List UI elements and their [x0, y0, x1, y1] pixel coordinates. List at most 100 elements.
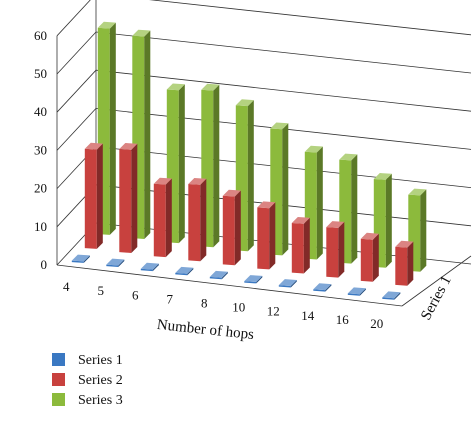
bar-top [395, 240, 414, 248]
bar-side [372, 233, 379, 282]
bar-top [257, 201, 276, 209]
bar-side [187, 267, 194, 276]
bar-side [131, 143, 138, 253]
bar-front [153, 183, 166, 258]
bar-side [96, 143, 103, 249]
bar-side [256, 275, 263, 284]
bar-front [119, 149, 132, 253]
bar-side [213, 84, 220, 248]
bar-top [97, 21, 116, 29]
bar [188, 178, 207, 262]
legend-label: Series 3 [78, 393, 123, 408]
bar-top [408, 188, 427, 196]
bar-front [347, 293, 360, 296]
legend-swatch [52, 353, 65, 366]
gridline-side [56, 31, 97, 75]
bar-front [291, 223, 304, 274]
bar-side [109, 22, 116, 235]
x-tick-label: 7 [167, 291, 174, 306]
bar-top [106, 258, 125, 266]
bar-top [71, 254, 90, 262]
x-tick-label: 20 [370, 316, 383, 331]
y-tick-label: 60 [34, 28, 47, 43]
bar [313, 283, 332, 292]
bar-side [316, 146, 323, 260]
x-tick-label: 16 [336, 312, 350, 327]
bar-side [118, 259, 125, 267]
bar-front [360, 238, 373, 282]
y-tick-label: 0 [41, 257, 48, 272]
x-tick-label: 8 [201, 295, 208, 310]
bar [84, 142, 103, 249]
bar [201, 83, 220, 248]
bar [153, 177, 172, 258]
bar-top [339, 153, 358, 161]
x-tick-label: 10 [232, 300, 245, 315]
bar-side [152, 263, 159, 272]
bar [257, 201, 276, 270]
bar-top [201, 83, 220, 91]
gridline [149, 0, 472, 36]
x-axis-line [56, 264, 403, 307]
bar-front [84, 148, 97, 249]
bar-side [269, 202, 276, 270]
bar-side [200, 178, 207, 262]
bar-front [71, 260, 84, 263]
y-tick-label: 30 [34, 142, 47, 157]
bar-front [175, 272, 188, 276]
y-tick-label: 10 [34, 219, 47, 234]
bar-top [360, 232, 379, 240]
bar-top [235, 99, 254, 107]
bar [222, 189, 241, 266]
bar-front [106, 264, 119, 267]
legend-swatch [52, 393, 65, 406]
gridline-side [56, 69, 97, 113]
bar-side [178, 84, 185, 244]
gridline-side [56, 0, 91, 37]
bar-side [165, 178, 172, 258]
bar-side [420, 189, 427, 272]
bar [175, 266, 194, 276]
bar-front [395, 246, 408, 286]
bar-side [407, 241, 414, 286]
legend-label: Series 1 [78, 353, 123, 368]
y-tick-label: 40 [34, 104, 47, 119]
bar-top [347, 287, 366, 295]
bar [71, 254, 90, 263]
bar-front [222, 195, 235, 266]
bar-front [326, 227, 339, 278]
bar [395, 240, 414, 286]
depth-axis-line [401, 255, 472, 307]
bar-side [290, 280, 297, 288]
bar-top [222, 189, 241, 197]
bar [347, 287, 366, 296]
bar-front [209, 276, 222, 280]
x-tick-label: 14 [301, 308, 315, 323]
bar-side [394, 292, 401, 300]
gridline [95, 69, 472, 112]
x-axis-title: Number of hops [156, 317, 255, 343]
legend-label: Series 2 [78, 373, 123, 388]
bar-side [359, 288, 366, 296]
bar [278, 279, 297, 288]
bar-top [313, 283, 332, 291]
bar-top [326, 221, 345, 228]
bar-top [278, 279, 297, 286]
bar-front [313, 289, 326, 292]
bar [140, 262, 159, 272]
bar-top [119, 143, 138, 150]
bar [106, 258, 125, 267]
bar-front [278, 285, 291, 288]
x-tick-label: 6 [132, 287, 139, 302]
bar-top [175, 266, 194, 274]
bar-top [244, 275, 263, 282]
bar [360, 232, 379, 282]
bar-front [140, 268, 153, 272]
bar-front [188, 184, 201, 262]
gridline-side [56, 108, 97, 151]
bar-side [83, 255, 90, 263]
bar-side [282, 123, 289, 256]
bar-top [84, 142, 103, 150]
bar-top [140, 262, 159, 270]
